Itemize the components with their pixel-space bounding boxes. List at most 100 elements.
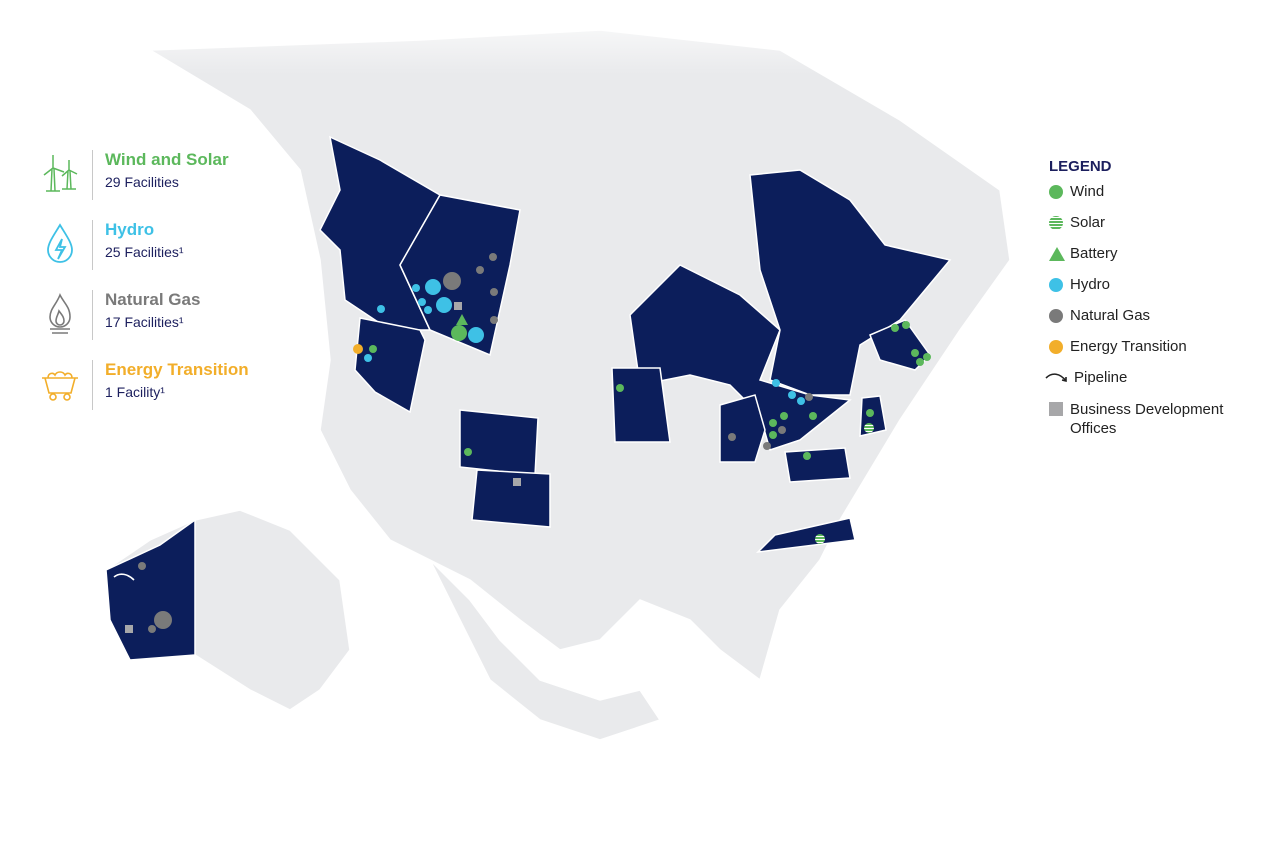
facility-marker	[464, 448, 472, 456]
facility-marker	[728, 433, 736, 441]
facility-marker	[154, 611, 172, 629]
divider	[92, 360, 93, 410]
facility-marker	[778, 426, 786, 434]
legend-item-solar: Solar	[1048, 214, 1250, 245]
striped-circle-icon	[1048, 214, 1068, 232]
category-count: 17 Facilities¹	[105, 314, 184, 330]
facility-marker	[364, 354, 372, 362]
facility-marker	[788, 391, 796, 399]
facility-marker	[424, 306, 432, 314]
category-count: 1 Facility¹	[105, 384, 165, 400]
legend-item-hydro: Hydro	[1048, 276, 1250, 307]
region-north-carolina	[755, 517, 856, 554]
legend-label: Hydro	[1070, 276, 1111, 293]
battery-marker	[456, 314, 468, 325]
facility-marker	[803, 452, 811, 460]
facility-marker	[911, 349, 919, 357]
facility-marker	[763, 442, 771, 450]
facility-marker	[353, 344, 363, 354]
facility-marker	[418, 298, 426, 306]
legend-label: Solar	[1070, 214, 1106, 231]
category-title: Hydro	[105, 220, 155, 239]
gas-flame-icon	[38, 290, 82, 336]
triangle-icon	[1048, 245, 1068, 263]
facility-marker	[923, 353, 931, 361]
region-michigan	[719, 394, 766, 463]
facility-marker	[769, 431, 777, 439]
facility-marker	[490, 288, 498, 296]
legend-label: Natural Gas	[1070, 307, 1151, 324]
facility-marker	[902, 321, 910, 329]
facility-marker	[412, 284, 420, 292]
region-minnesota	[611, 367, 671, 443]
legend-label: Energy Transition	[1070, 338, 1187, 355]
arrow-curve-icon	[1044, 369, 1072, 387]
facility-marker	[780, 412, 788, 420]
facility-markers	[113, 253, 931, 633]
legend-item-battery: Battery	[1048, 245, 1250, 276]
divider	[92, 220, 93, 270]
circle-icon	[1048, 183, 1068, 201]
office-marker	[513, 478, 521, 486]
facility-marker	[443, 272, 461, 290]
category-title: Energy Transition	[105, 360, 249, 379]
divider	[92, 150, 93, 200]
legend-label: Wind	[1070, 183, 1105, 200]
category-title: Wind and Solar	[105, 150, 229, 169]
region-pennsylvania	[784, 447, 851, 483]
facility-marker	[377, 305, 385, 313]
legend-item-natural-gas: Natural Gas	[1048, 307, 1250, 338]
facility-marker	[489, 253, 497, 261]
facility-marker	[616, 384, 624, 392]
facility-marker	[797, 397, 805, 405]
region-wyoming	[459, 409, 539, 476]
facility-marker	[369, 345, 377, 353]
region-quebec	[749, 169, 952, 396]
category-wind-and-solar: Wind and Solar 29 Facilities	[38, 150, 229, 200]
circle-icon	[1048, 338, 1068, 356]
pipeline-marker	[113, 573, 135, 581]
circle-icon	[1048, 307, 1068, 325]
water-drop-bolt-icon	[38, 220, 82, 266]
legend-item-energy-transition: Energy Transition	[1048, 338, 1250, 369]
facility-marker	[451, 325, 467, 341]
facility-marker	[772, 379, 780, 387]
category-count: 25 Facilities¹	[105, 244, 184, 260]
facility-marker	[490, 316, 498, 324]
region-colorado	[471, 469, 551, 528]
facility-marker	[436, 297, 452, 313]
mine-cart-icon	[38, 360, 82, 406]
legend-item-wind: Wind	[1048, 183, 1250, 214]
facility-marker	[148, 625, 156, 633]
legend: LEGEND Wind Solar Battery Hydro Natural Gas E…	[1045, 158, 1250, 437]
office-marker	[454, 302, 462, 310]
facility-marker	[809, 412, 817, 420]
category-count: 29 Facilities	[105, 174, 179, 190]
category-title: Natural Gas	[105, 290, 201, 309]
facility-marker	[468, 327, 484, 343]
divider	[92, 290, 93, 340]
highlighted-regions	[105, 135, 952, 661]
office-marker	[125, 625, 133, 633]
region-washington	[354, 317, 426, 414]
square-icon	[1048, 400, 1068, 418]
facility-marker	[425, 279, 441, 295]
facility-marker	[476, 266, 484, 274]
legend-title: LEGEND	[1049, 158, 1112, 175]
legend-item-pipeline: Pipeline	[1044, 369, 1250, 400]
solar-marker	[815, 534, 825, 544]
category-natural-gas: Natural Gas 17 Facilities¹	[38, 290, 200, 340]
category-energy-transition: Energy Transition 1 Facility¹	[38, 360, 249, 410]
region-ontario	[629, 264, 852, 451]
facility-marker	[138, 562, 146, 570]
wind-turbine-icon	[38, 150, 82, 196]
facility-marker	[866, 409, 874, 417]
region-alberta	[399, 194, 521, 357]
legend-label: Business Development Offices	[1070, 401, 1224, 437]
facility-marker	[805, 393, 813, 401]
legend-label: Pipeline	[1074, 369, 1128, 386]
facility-marker	[891, 324, 899, 332]
facility-marker	[769, 419, 777, 427]
legend-label: Battery	[1070, 245, 1118, 262]
